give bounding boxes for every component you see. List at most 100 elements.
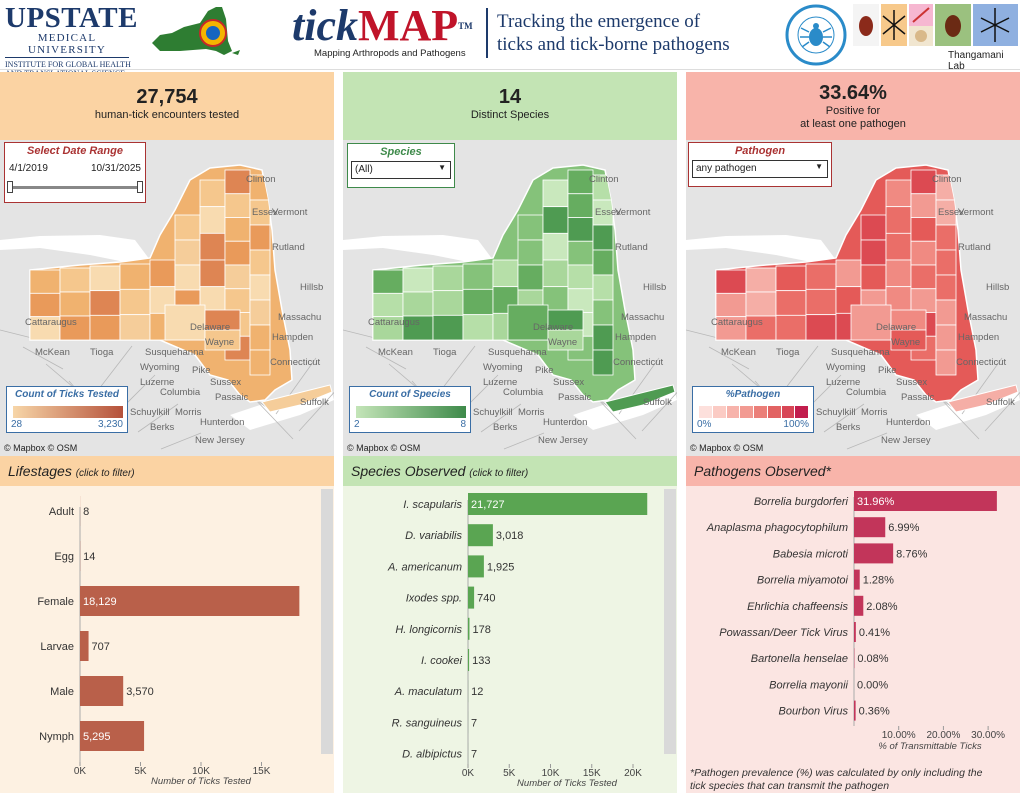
bar-category-label[interactable]: A. maculatum xyxy=(394,686,462,698)
county[interactable] xyxy=(432,265,464,292)
county[interactable] xyxy=(402,315,434,341)
county[interactable] xyxy=(30,269,61,294)
bar-category-label[interactable]: R. sanguineus xyxy=(392,717,463,729)
county[interactable] xyxy=(935,324,957,351)
county[interactable] xyxy=(432,314,464,341)
county[interactable] xyxy=(745,291,777,317)
bar-category-label[interactable]: H. longicornis xyxy=(395,624,462,636)
bar-category-label[interactable]: Borrelia mayonii xyxy=(769,679,848,691)
species-filter[interactable]: Species (All) ▼ xyxy=(347,143,455,188)
county[interactable] xyxy=(89,314,121,341)
county[interactable] xyxy=(517,214,544,241)
pathogen-filter[interactable]: Pathogen any pathogen ▼ xyxy=(688,142,832,187)
county[interactable] xyxy=(592,274,614,301)
county[interactable] xyxy=(860,214,887,241)
map-copyright[interactable]: © Mapbox © OSM xyxy=(4,443,78,453)
county[interactable] xyxy=(224,193,251,218)
county[interactable] xyxy=(547,329,584,351)
county[interactable] xyxy=(890,329,927,351)
county[interactable] xyxy=(567,264,594,290)
county[interactable] xyxy=(224,288,251,313)
bar-category-label[interactable]: Bartonella henselae xyxy=(751,653,848,665)
county[interactable] xyxy=(224,217,251,242)
county[interactable] xyxy=(89,290,121,316)
county[interactable] xyxy=(432,290,464,316)
county[interactable] xyxy=(935,349,957,376)
bar-category-label[interactable]: Adult xyxy=(49,506,74,518)
county[interactable] xyxy=(507,304,549,341)
county[interactable] xyxy=(910,264,937,290)
county[interactable] xyxy=(885,206,912,234)
county[interactable] xyxy=(885,259,912,288)
bar[interactable] xyxy=(468,586,475,609)
county[interactable] xyxy=(59,267,91,293)
county[interactable] xyxy=(224,240,251,266)
county[interactable] xyxy=(373,269,404,294)
map-species-count[interactable]: Clinton Essex Vermont Rutland Hillsb Massachu… xyxy=(343,140,677,456)
donate-logo[interactable] xyxy=(785,4,847,66)
bar[interactable] xyxy=(80,676,124,706)
county[interactable] xyxy=(119,263,151,290)
map-copyright[interactable]: © Mapbox © OSM xyxy=(347,443,421,453)
bar[interactable] xyxy=(468,524,493,547)
county[interactable] xyxy=(224,264,251,290)
county[interactable] xyxy=(805,314,837,341)
scrollbar[interactable] xyxy=(321,489,333,754)
county[interactable] xyxy=(249,274,271,301)
county[interactable] xyxy=(745,267,777,293)
county[interactable] xyxy=(716,292,747,318)
county[interactable] xyxy=(174,264,201,291)
bar[interactable] xyxy=(468,649,470,671)
county[interactable] xyxy=(935,274,957,301)
bar-category-label[interactable]: Nymph xyxy=(39,731,74,743)
county[interactable] xyxy=(910,240,937,266)
county[interactable] xyxy=(199,232,226,261)
county[interactable] xyxy=(249,249,271,276)
date-end[interactable]: 10/31/2025 xyxy=(90,163,141,174)
county[interactable] xyxy=(910,217,937,242)
county[interactable] xyxy=(164,304,206,341)
county[interactable] xyxy=(910,193,937,218)
bar-category-label[interactable]: I. scapularis xyxy=(403,499,462,511)
scrollbar[interactable] xyxy=(664,489,676,754)
bar[interactable] xyxy=(854,543,894,564)
bar-category-label[interactable]: Ehrlichia chaffeensis xyxy=(747,601,848,613)
county[interactable] xyxy=(716,269,747,294)
bar[interactable] xyxy=(854,595,864,616)
county[interactable] xyxy=(592,299,614,326)
county[interactable] xyxy=(592,224,614,251)
county[interactable] xyxy=(199,259,226,288)
county[interactable] xyxy=(592,349,614,376)
county[interactable] xyxy=(885,179,912,208)
bar[interactable] xyxy=(468,555,484,578)
county[interactable] xyxy=(30,292,61,318)
bar[interactable] xyxy=(854,622,856,642)
county[interactable] xyxy=(850,304,892,341)
bar-category-label[interactable]: Ixodes spp. xyxy=(406,593,462,605)
bar[interactable] xyxy=(854,700,856,721)
county[interactable] xyxy=(249,224,271,251)
county[interactable] xyxy=(567,217,594,242)
bar-category-label[interactable]: Egg xyxy=(54,551,74,563)
county[interactable] xyxy=(119,288,151,316)
date-range-filter[interactable]: Select Date Range 4/1/2019 10/31/2025 xyxy=(4,142,146,203)
bar-category-label[interactable]: I. cookei xyxy=(421,655,463,667)
county[interactable] xyxy=(542,206,569,234)
county[interactable] xyxy=(567,193,594,218)
bar-category-label[interactable]: Borrelia miyamotoi xyxy=(757,575,849,587)
pathogens-chart[interactable]: Borrelia burgdorferi 31.96% Anaplasma phag… xyxy=(686,486,1020,761)
county[interactable] xyxy=(935,224,957,251)
county[interactable] xyxy=(567,288,594,313)
county[interactable] xyxy=(174,214,201,241)
county[interactable] xyxy=(860,264,887,291)
bar-category-label[interactable]: Babesia microti xyxy=(773,548,849,560)
county[interactable] xyxy=(935,299,957,326)
bar[interactable] xyxy=(854,569,860,590)
bar-category-label[interactable]: Borrelia burgdorferi xyxy=(754,496,849,508)
county[interactable] xyxy=(89,265,121,292)
bar-category-label[interactable]: Larvae xyxy=(40,641,74,653)
county[interactable] xyxy=(492,259,519,288)
long-island[interactable] xyxy=(604,384,676,413)
